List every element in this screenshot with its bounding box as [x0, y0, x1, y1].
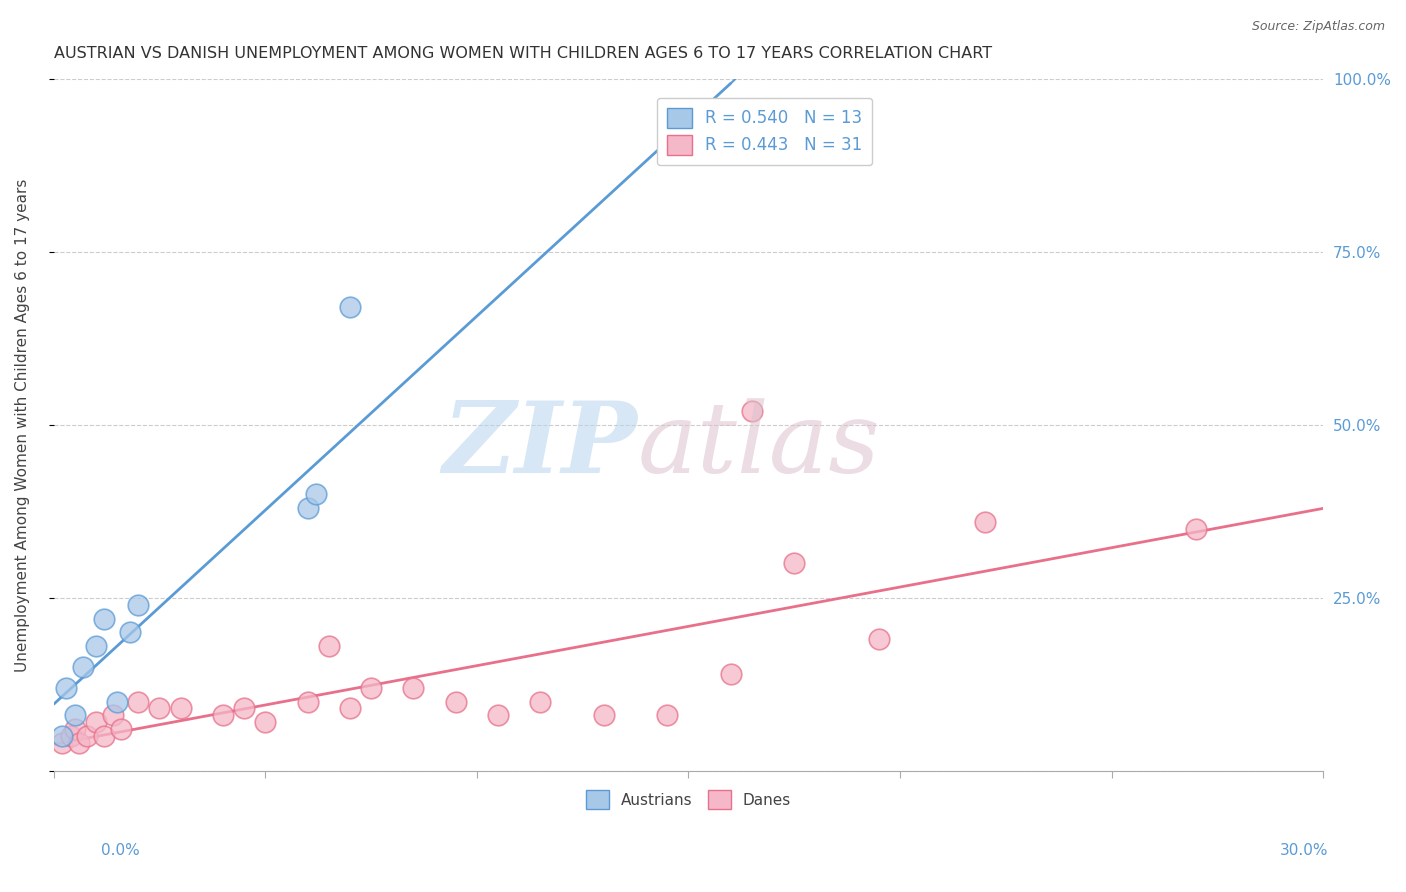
Point [105, 694, 128, 708]
Point [118, 625, 141, 640]
Point [339, 300, 361, 314]
Point [51, 736, 73, 750]
Point [84, 639, 107, 653]
Point [51, 729, 73, 743]
Text: 0.0%: 0.0% [101, 843, 141, 858]
Point [318, 639, 340, 653]
Point [657, 708, 679, 723]
Point [84, 715, 107, 730]
Text: AUSTRIAN VS DANISH UNEMPLOYMENT AMONG WOMEN WITH CHILDREN AGES 6 TO 17 YEARS COR: AUSTRIAN VS DANISH UNEMPLOYMENT AMONG WO… [53, 46, 991, 62]
Point [529, 694, 551, 708]
Point [720, 106, 742, 120]
Point [148, 701, 170, 715]
Point [233, 701, 256, 715]
Text: Source: ZipAtlas.com: Source: ZipAtlas.com [1251, 20, 1385, 33]
Point [402, 681, 425, 695]
Point [110, 722, 132, 736]
Point [741, 404, 763, 418]
Point [360, 681, 382, 695]
Point [63, 722, 86, 736]
Point [212, 708, 235, 723]
Point [93, 729, 115, 743]
Point [254, 715, 277, 730]
Point [297, 500, 319, 515]
Text: ZIP: ZIP [443, 397, 638, 494]
Point [486, 708, 509, 723]
Point [72, 660, 94, 674]
Legend: Austrians, Danes: Austrians, Danes [579, 784, 797, 815]
Point [783, 556, 806, 570]
Point [973, 515, 995, 529]
Point [444, 694, 467, 708]
Point [720, 666, 742, 681]
Point [297, 694, 319, 708]
Point [93, 611, 115, 625]
Point [127, 694, 149, 708]
Y-axis label: Unemployment Among Women with Children Ages 6 to 17 years: Unemployment Among Women with Children A… [15, 178, 30, 672]
Point [592, 708, 614, 723]
Point [169, 701, 191, 715]
Point [305, 487, 328, 501]
Point [63, 708, 86, 723]
Point [59, 729, 82, 743]
Point [55, 681, 77, 695]
Text: 30.0%: 30.0% [1281, 843, 1329, 858]
Point [67, 736, 90, 750]
Point [339, 701, 361, 715]
Point [127, 598, 149, 612]
Point [76, 729, 98, 743]
Point [101, 708, 124, 723]
Point [868, 632, 890, 647]
Text: atlas: atlas [638, 398, 880, 493]
Point [1185, 522, 1208, 536]
